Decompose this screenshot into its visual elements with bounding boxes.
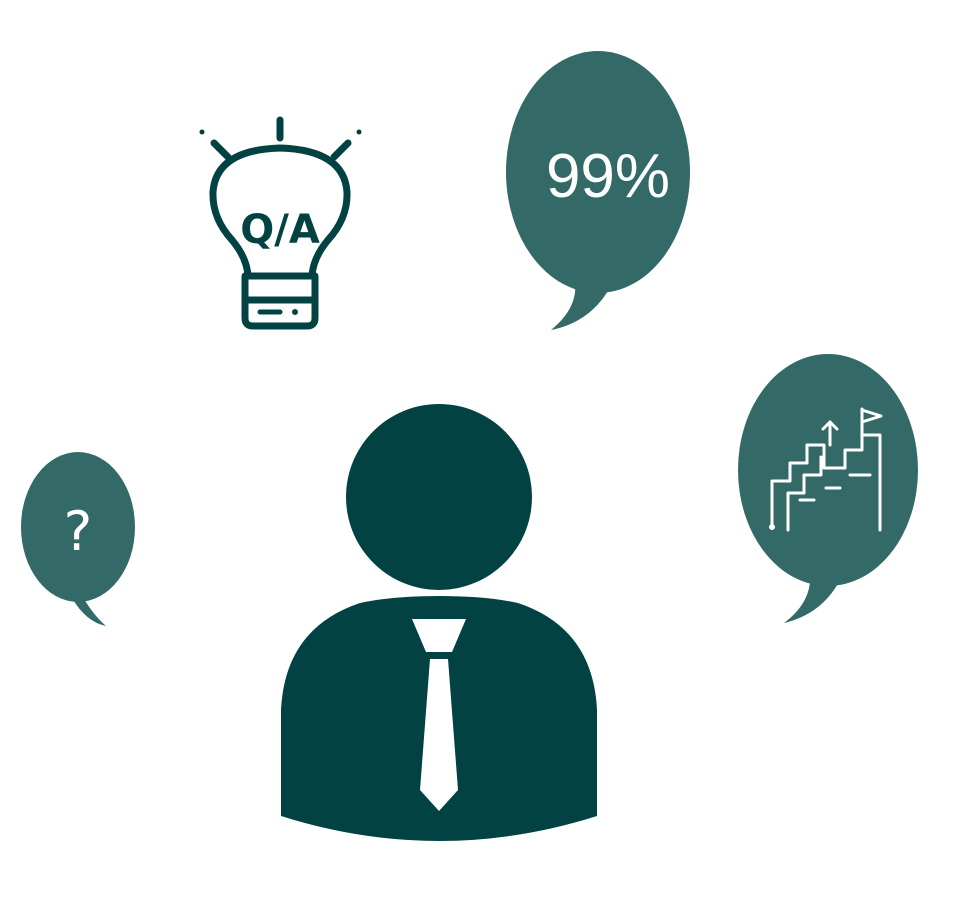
stairs-inner — [786, 455, 823, 532]
necktie-blade — [420, 659, 458, 811]
lightbulb-label: Q/A — [240, 207, 320, 253]
percent-bubble-tail — [551, 282, 612, 330]
question-bubble-body — [21, 452, 135, 602]
stairs-outline — [770, 433, 882, 532]
bulb-base-dot — [292, 309, 298, 315]
ray-left — [210, 139, 232, 161]
ray-right — [330, 139, 352, 161]
percent-bubble-label: 99% — [546, 142, 670, 211]
ray-dot-right — [356, 129, 362, 135]
necktie-knot — [412, 619, 466, 652]
flag — [860, 408, 883, 424]
arrow-head — [821, 420, 839, 431]
bulb-base — [241, 272, 319, 330]
growth-bubble — [738, 354, 918, 623]
ray-dot-left — [199, 129, 205, 135]
question-bubble: ? — [21, 452, 135, 626]
stairs-dot — [769, 524, 775, 530]
question-mark-icon: ? — [64, 500, 93, 563]
person-head — [346, 404, 532, 590]
percent-bubble: 99% — [506, 51, 690, 330]
businessman-icon — [281, 404, 597, 841]
percent-bubble-body — [506, 51, 690, 293]
lightbulb-icon — [199, 116, 362, 330]
stairs-with-flag-icon — [769, 407, 883, 532]
bulb-outline — [209, 144, 351, 280]
growth-bubble-body — [738, 354, 918, 586]
growth-bubble-tail — [784, 574, 840, 623]
question-bubble-tail — [72, 592, 106, 626]
